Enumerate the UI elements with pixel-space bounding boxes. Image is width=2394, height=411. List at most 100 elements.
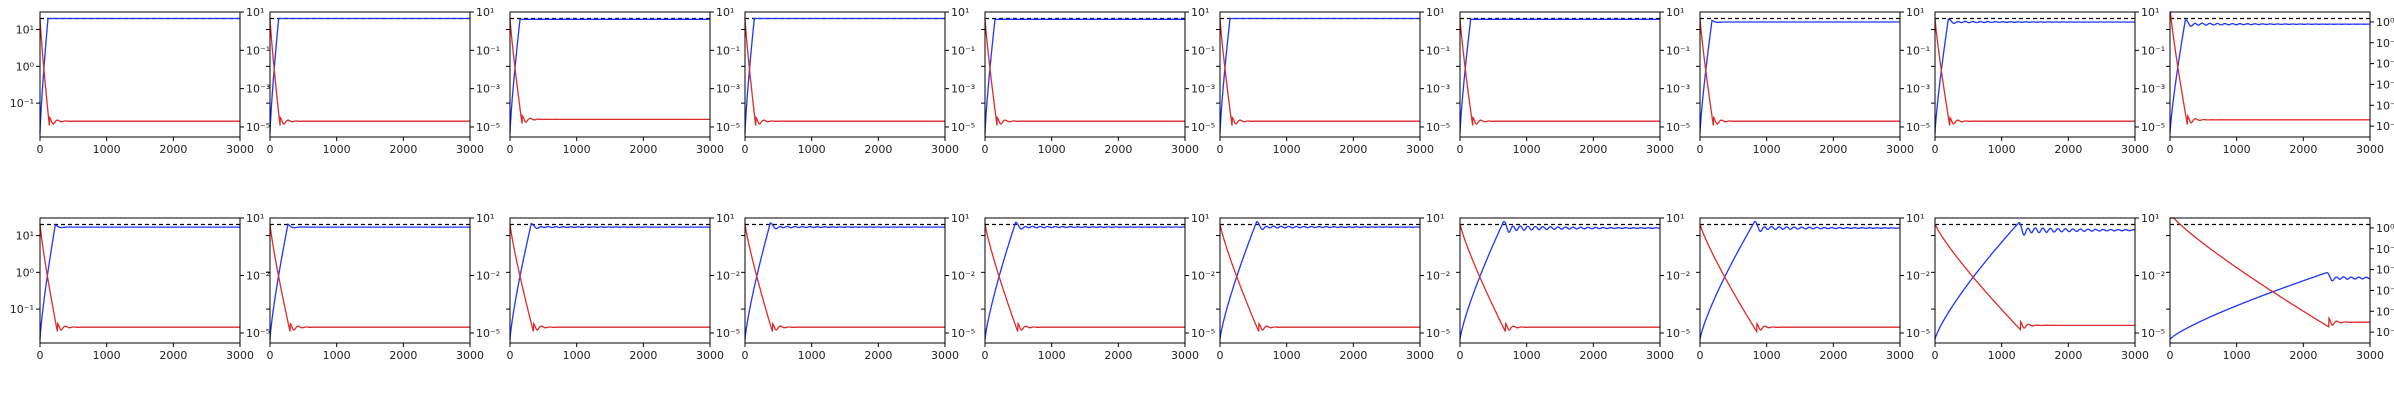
right-tick-label: 10⁻⁵ [1666, 121, 1690, 134]
x-tick-label: 2000 [1339, 349, 1367, 362]
series-blue [509, 222, 710, 340]
right-tick-label: 10⁻² [951, 269, 975, 282]
series-red [1219, 223, 1420, 332]
right-tick-label: 10⁻⁵ [2141, 121, 2165, 134]
right-tick-label: 10¹ [476, 212, 494, 225]
right-tick-label: 10¹ [1191, 212, 1209, 225]
right-tick-label: 10⁻⁵ [246, 327, 270, 340]
axes-frame [984, 217, 1186, 344]
series-red [1699, 223, 1900, 334]
right-tick-label: 10⁻² [716, 269, 740, 282]
right-tick-label: 10⁻⁵ [476, 327, 500, 340]
series-red [984, 223, 1185, 332]
x-tick-label: 0 [1697, 349, 1704, 362]
x-tick-label: 0 [1217, 143, 1224, 156]
x-tick-label: 1000 [323, 349, 351, 362]
axes-frame [1219, 11, 1421, 138]
right-tick-label: 10⁰ [2376, 222, 2394, 235]
right-tick-label: 10¹ [1906, 212, 1924, 225]
panel-r0-c5: 0 1000 2000 3000 10⁻⁵ 10⁻³ 10⁻¹ 10¹ [1216, 6, 1450, 156]
right-tick-label: 10⁻² [2141, 269, 2165, 282]
panel-r0-c7: 0 1000 2000 3000 10⁻⁵ 10⁻³ 10⁻¹ 10¹ [1696, 6, 1930, 156]
x-tick-label: 3000 [2356, 349, 2384, 362]
panel-r1-c7: 0 1000 2000 3000 10⁻⁵ 10⁻² 10¹ [1696, 212, 1930, 362]
series-blue [984, 221, 1186, 340]
x-tick-label: 3000 [931, 349, 959, 362]
right-tick-label: 10⁻³ [246, 83, 270, 96]
series-red [269, 223, 470, 332]
right-tick-label: 10¹ [1426, 6, 1444, 19]
x-tick-label: 0 [982, 143, 989, 156]
x-tick-label: 0 [267, 349, 274, 362]
x-tick-label: 1000 [563, 349, 591, 362]
x-tick-label: 2000 [159, 143, 187, 156]
x-tick-label: 1000 [1988, 349, 2016, 362]
x-tick-label: 0 [1457, 349, 1464, 362]
x-tick-label: 3000 [1171, 349, 1199, 362]
series-blue [1934, 18, 2135, 134]
right-tick-label: 10⁻² [1191, 269, 1215, 282]
right-tick-label: 10¹ [1426, 212, 1444, 225]
right-tick-label: 10⁻³ [1666, 83, 1690, 96]
x-tick-label: 1000 [93, 349, 121, 362]
right-tick-label: 10¹ [1666, 212, 1684, 225]
x-tick-label: 0 [1457, 143, 1464, 156]
series-blue [1699, 19, 1900, 134]
right-tick-label: 10¹ [951, 6, 969, 19]
right-tick-label: 10⁻⁴ [2376, 99, 2394, 112]
series-blue [1219, 17, 1420, 134]
panel-r1-c0: 0 1000 2000 3000 10⁻¹ 10⁰ 10¹ 10⁻⁵ 10⁻² 10¹ [10, 212, 270, 362]
x-tick-label: 2000 [864, 143, 892, 156]
series-red [269, 17, 470, 126]
series-blue [2169, 19, 2370, 134]
series-blue [509, 18, 710, 134]
right-tick-label: 10⁻⁵ [1666, 327, 1690, 340]
series-blue [269, 17, 470, 134]
x-tick-label: 0 [742, 143, 749, 156]
x-tick-label: 1000 [1513, 349, 1541, 362]
x-tick-label: 0 [267, 143, 274, 156]
x-tick-label: 3000 [226, 143, 254, 156]
left-tick-label: 10⁻¹ [10, 97, 34, 110]
x-tick-label: 1000 [2223, 349, 2251, 362]
series-blue [1219, 220, 1420, 340]
x-tick-label: 3000 [1646, 349, 1674, 362]
x-tick-label: 3000 [1646, 143, 1674, 156]
axes-frame [2169, 217, 2371, 344]
panel-r0-c2: 0 1000 2000 3000 10⁻⁵ 10⁻³ 10⁻¹ 10¹ [506, 6, 740, 156]
x-tick-label: 2000 [2054, 349, 2082, 362]
left-tick-label: 10¹ [16, 24, 34, 37]
panel-r1-c6: 0 1000 2000 3000 10⁻⁵ 10⁻² 10¹ [1456, 212, 1690, 362]
x-tick-label: 2000 [629, 143, 657, 156]
x-tick-label: 0 [742, 349, 749, 362]
x-tick-label: 1000 [1753, 143, 1781, 156]
axes-frame [1934, 11, 2136, 138]
right-tick-label: 10⁻³ [2376, 78, 2394, 91]
x-tick-label: 1000 [563, 143, 591, 156]
series-red [1219, 17, 1420, 126]
x-tick-label: 0 [1697, 143, 1704, 156]
x-tick-label: 1000 [2223, 143, 2251, 156]
left-tick-label: 10⁰ [16, 266, 35, 279]
series-blue [1459, 220, 1660, 340]
x-tick-label: 0 [1932, 349, 1939, 362]
right-tick-label: 10⁻³ [1426, 83, 1450, 96]
series-blue [39, 223, 240, 340]
right-tick-label: 10⁻⁵ [1426, 121, 1450, 134]
panel-r1-c1: 0 1000 2000 3000 10⁻⁵ 10⁻² 10¹ [266, 212, 500, 362]
right-tick-label: 10¹ [246, 212, 264, 225]
right-tick-label: 10⁻² [476, 269, 500, 282]
x-tick-label: 2000 [159, 349, 187, 362]
right-tick-label: 10¹ [2141, 6, 2159, 19]
right-tick-label: 10⁻² [1426, 269, 1450, 282]
panel-r1-c3: 0 1000 2000 3000 10⁻⁵ 10⁻² 10¹ [741, 212, 975, 362]
right-tick-label: 10⁻⁵ [716, 121, 740, 134]
x-tick-label: 3000 [2356, 143, 2384, 156]
axes-frame [39, 217, 241, 344]
series-blue [1459, 18, 1660, 134]
axes-frame [1934, 217, 2136, 344]
x-tick-label: 2000 [389, 143, 417, 156]
axes-frame [1459, 217, 1661, 344]
panel-r0-c6: 0 1000 2000 3000 10⁻⁵ 10⁻³ 10⁻¹ 10¹ [1456, 6, 1690, 156]
right-tick-label: 10⁻³ [2141, 83, 2165, 96]
